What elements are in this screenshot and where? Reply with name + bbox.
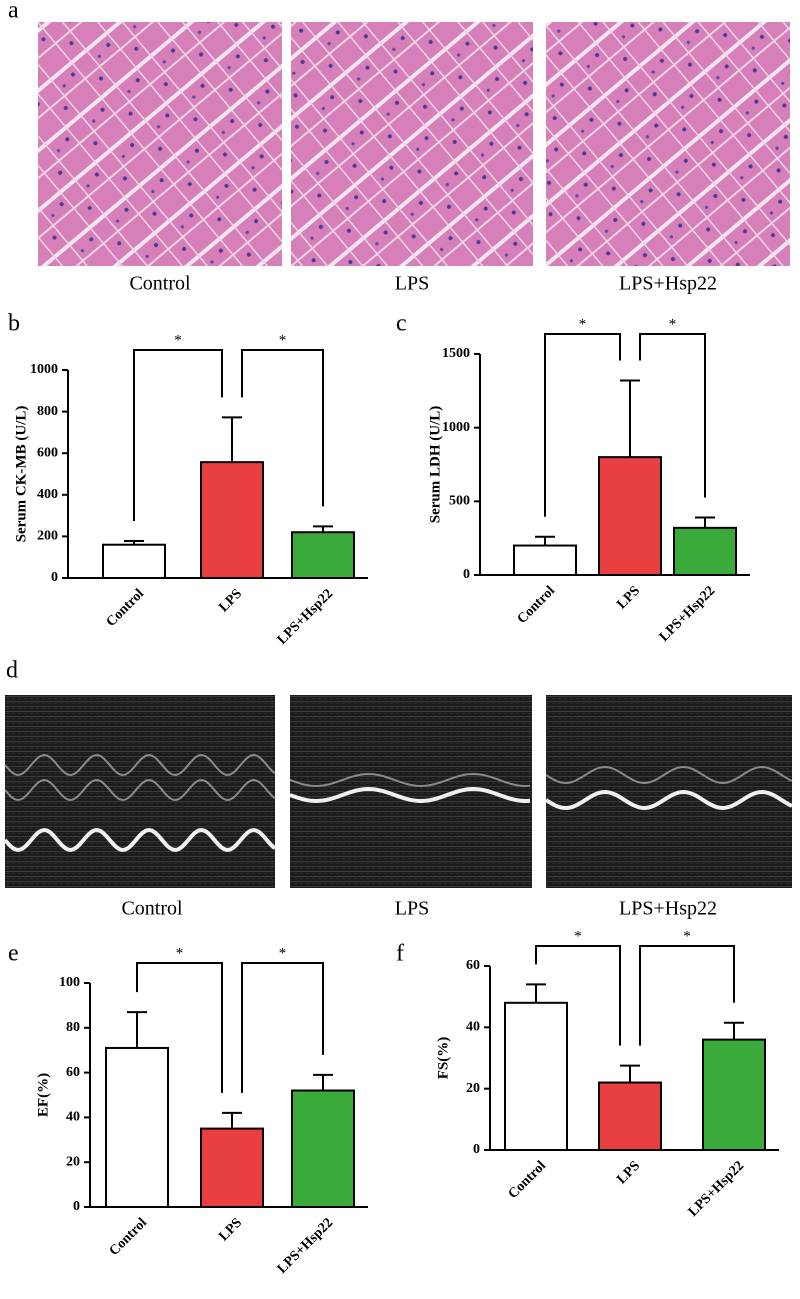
y-axis-label: FS(%)	[435, 1037, 451, 1080]
bar	[102, 543, 166, 579]
image-caption: LPS+Hsp22	[619, 898, 717, 920]
significance-label: *	[174, 332, 182, 348]
x-tick-label: Control	[515, 583, 559, 627]
significance-bracket	[639, 333, 706, 498]
x-tick-label: Control	[506, 1158, 550, 1202]
significance-label: *	[579, 316, 587, 332]
panel-label: b	[8, 311, 20, 337]
y-tick-label: 800	[37, 404, 58, 419]
significance-bracket	[133, 349, 223, 521]
y-tick-label: 60	[66, 1065, 80, 1080]
x-tick-label: LPS+Hsp22	[275, 1215, 336, 1276]
significance-label: *	[176, 945, 184, 961]
y-tick-label: 1000	[442, 420, 470, 435]
bar	[200, 461, 264, 580]
y-axis-label: EF(%)	[35, 1073, 51, 1117]
echo-wave	[289, 772, 531, 788]
x-tick-label: Control	[107, 1215, 151, 1259]
y-tick-label: 20	[66, 1154, 80, 1169]
image-caption: Control	[129, 273, 191, 295]
y-tick-label: 80	[66, 1020, 80, 1035]
bar	[291, 531, 355, 579]
echo-wave	[4, 778, 276, 802]
y-tick-label: 100	[59, 975, 80, 990]
panel-label: e	[8, 941, 19, 967]
echo-wave	[3, 827, 277, 853]
y-tick-label: 0	[463, 567, 470, 582]
significance-bracket	[136, 962, 223, 1093]
x-tick-label: LPS	[216, 586, 245, 615]
bar	[673, 526, 737, 576]
image-caption: Control	[121, 898, 183, 920]
y-tick-label: 0	[73, 1199, 80, 1214]
panel-label: c	[396, 311, 407, 337]
y-tick-label: 1500	[442, 346, 470, 361]
significance-label: *	[279, 945, 287, 961]
x-tick-label: LPS+Hsp22	[275, 586, 336, 647]
echo-waves	[3, 753, 793, 853]
bar	[291, 1089, 355, 1209]
significance-label: *	[683, 928, 691, 944]
echo-wave	[4, 753, 276, 777]
y-tick-label: 40	[466, 1020, 480, 1035]
bar	[598, 1081, 662, 1151]
echo-image	[290, 695, 532, 888]
histology-image	[38, 22, 282, 266]
y-tick-label: 60	[466, 958, 480, 973]
echo-wave	[289, 786, 531, 804]
panel-label: a	[8, 0, 19, 24]
y-tick-label: 600	[37, 445, 58, 460]
bar	[702, 1038, 766, 1151]
y-tick-label: 1000	[30, 362, 58, 377]
panel-label: d	[6, 658, 18, 684]
significance-bracket	[241, 962, 324, 1093]
y-axis-label: Serum LDH (U/L)	[427, 406, 443, 524]
x-tick-label: LPS+Hsp22	[657, 583, 718, 644]
y-tick-label: 0	[473, 1142, 480, 1157]
bar	[105, 1046, 169, 1208]
echo-wave	[545, 765, 793, 785]
x-tick-label: LPS	[614, 1158, 643, 1187]
significance-bracket	[544, 333, 621, 517]
bar	[598, 456, 662, 576]
echo-image	[546, 695, 792, 888]
y-tick-label: 40	[66, 1110, 80, 1125]
significance-bracket	[241, 349, 324, 507]
significance-bracket	[639, 945, 735, 1046]
bar	[200, 1127, 264, 1208]
y-tick-label: 400	[37, 487, 58, 502]
y-tick-label: 500	[449, 494, 470, 509]
y-axis-label: Serum CK-MB (U/L)	[13, 406, 29, 543]
y-tick-label: 0	[51, 570, 58, 585]
histology-image	[291, 22, 533, 266]
bar	[504, 1001, 568, 1151]
image-caption: LPS	[395, 273, 429, 295]
y-tick-label: 200	[37, 529, 58, 544]
echo-image	[5, 695, 275, 888]
x-tick-label: LPS	[216, 1215, 245, 1244]
x-tick-label: LPS	[614, 583, 643, 612]
echo-wave	[544, 789, 793, 811]
histology-image	[546, 22, 790, 266]
significance-bracket	[535, 945, 621, 1046]
x-tick-label: Control	[104, 586, 148, 630]
significance-label: *	[574, 928, 582, 944]
significance-label: *	[669, 316, 677, 332]
image-caption: LPS+Hsp22	[619, 273, 717, 295]
panel-label: f	[396, 941, 404, 967]
image-caption: LPS	[395, 898, 429, 920]
y-tick-label: 20	[466, 1081, 480, 1096]
significance-label: *	[279, 332, 287, 348]
x-tick-label: LPS+Hsp22	[686, 1158, 747, 1219]
bar	[513, 544, 577, 576]
